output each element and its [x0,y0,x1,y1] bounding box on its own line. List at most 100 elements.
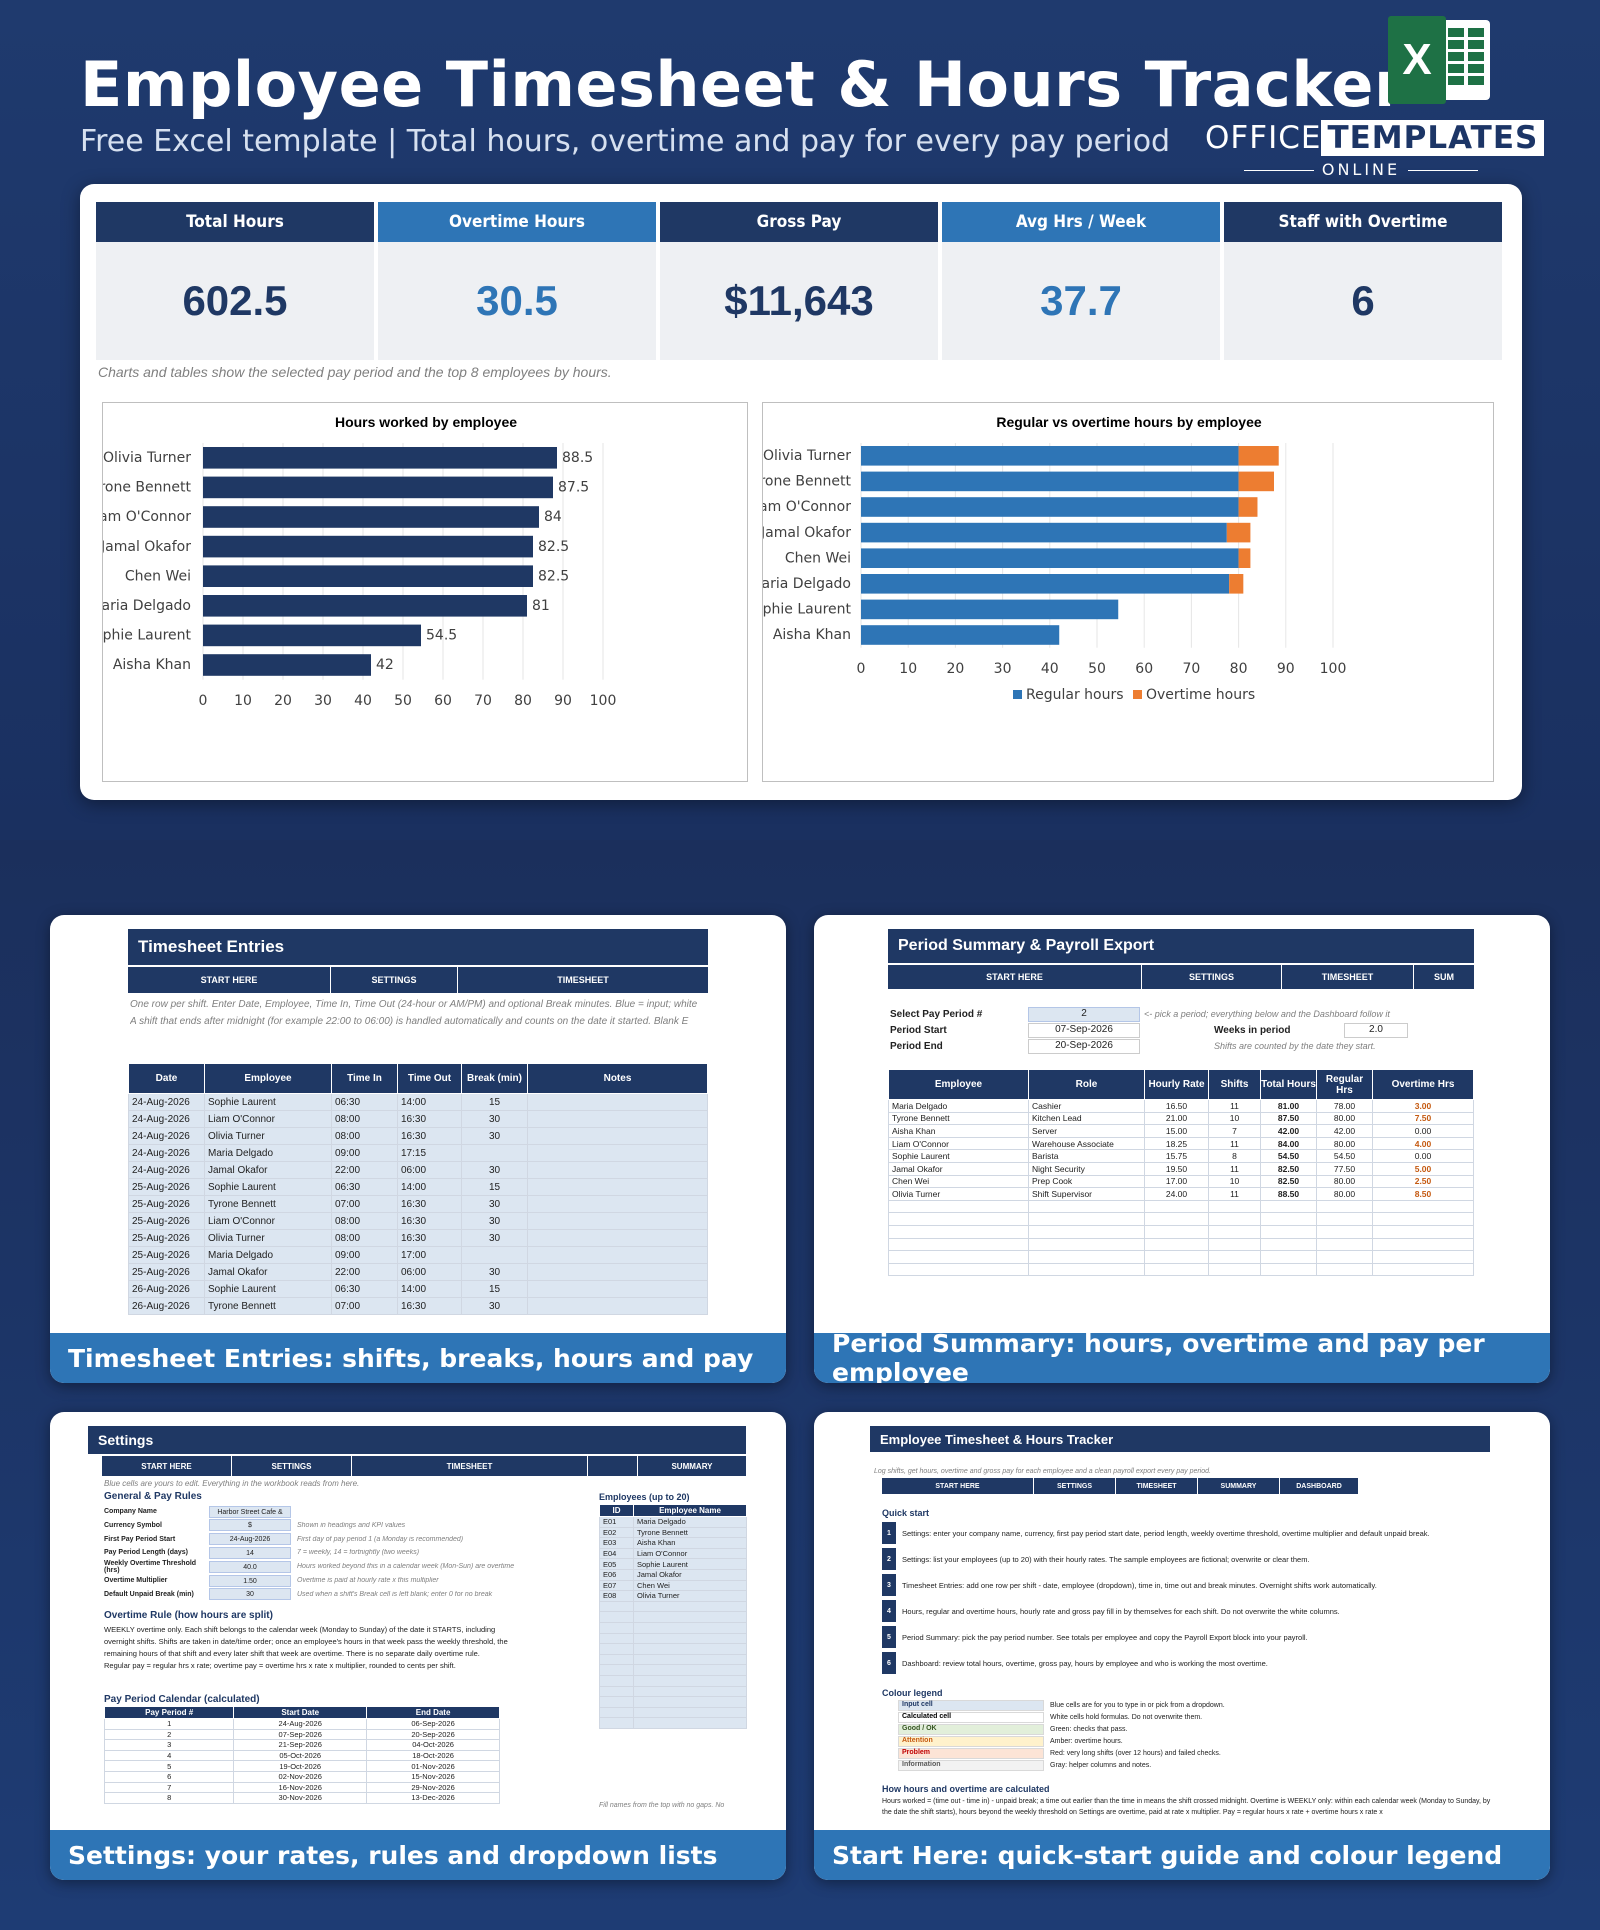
table-cell[interactable]: Tyrone Bennett [204,1195,332,1213]
table-row[interactable]: E05 Sophie Laurent [599,1558,747,1570]
table-cell[interactable]: 25-Aug-2026 [128,1229,205,1247]
bar[interactable] [203,565,533,587]
bar[interactable] [203,447,557,469]
table-cell[interactable] [633,1685,747,1698]
table-cell[interactable]: Liam O'Connor [633,1547,747,1560]
table-cell[interactable]: 08:00 [331,1212,398,1230]
col-time-out[interactable]: Time Out [397,1063,462,1094]
table-cell[interactable]: Olivia Turner [204,1127,332,1145]
table-row[interactable]: E07 Chen Wei [599,1579,747,1592]
nav-timesheet[interactable]: TIMESHEET [1116,1478,1198,1494]
table-cell[interactable]: E02 [599,1526,634,1539]
setting-input[interactable]: 24-Aug-2026 [209,1533,291,1546]
table-cell[interactable] [599,1664,634,1676]
setting-input[interactable]: 40.0 [209,1560,291,1573]
table-cell[interactable]: 25-Aug-2026 [128,1195,205,1213]
bar-regular[interactable] [861,548,1239,568]
table-cell[interactable]: E04 [599,1547,634,1560]
table-cell[interactable]: 08:00 [331,1229,398,1247]
col-time-in[interactable]: Time In [331,1063,398,1094]
table-cell[interactable] [633,1664,747,1676]
table-cell[interactable] [527,1093,708,1111]
table-cell[interactable]: 17:00 [397,1246,462,1264]
col-overtime[interactable]: Overtime Hrs [1372,1069,1474,1100]
table-row[interactable]: E02 Tyrone Bennett [599,1526,747,1539]
table-row[interactable]: E08 Olivia Turner [599,1590,747,1602]
table-row[interactable] [599,1717,747,1729]
settings-preview-card[interactable]: Settings START HERE SETTINGS TIMESHEET S… [50,1412,786,1880]
table-cell[interactable]: Sophie Laurent [204,1093,332,1111]
bar-overtime[interactable] [1238,548,1251,568]
table-cell[interactable]: Maria Delgado [204,1246,332,1264]
table-cell[interactable] [527,1263,708,1281]
table-cell[interactable]: 30 [461,1110,528,1128]
regular-overtime-chart[interactable]: Regular vs overtime hours by employee 0 10… [762,402,1494,782]
hours-chart[interactable]: Hours worked by employee 0 10 20 30 40 50 60 70 8… [102,402,748,782]
table-cell[interactable]: E05 [599,1558,634,1570]
table-cell[interactable]: Jamal Okafor [633,1568,747,1581]
table-row[interactable]: 25-Aug-2026 Olivia Turner 08:00 16:30 30 [128,1229,708,1247]
table-row[interactable]: 24-Aug-2026 Jamal Okafor 22:00 06:00 30 [128,1161,708,1179]
bar-overtime[interactable] [1226,522,1251,543]
nav-summary[interactable]: SUMMARY [671,1461,713,1471]
table-cell[interactable] [599,1643,634,1655]
table-cell[interactable] [633,1611,747,1623]
table-cell[interactable]: 30 [461,1263,528,1281]
setting-input[interactable]: 30 [209,1588,291,1601]
col-regular[interactable]: Regular Hrs [1316,1069,1373,1100]
table-row[interactable]: 25-Aug-2026 Sophie Laurent 06:30 14:00 15 [128,1178,708,1196]
table-cell[interactable]: 06:30 [331,1093,398,1111]
table-cell[interactable] [599,1611,634,1623]
bar[interactable] [203,535,533,558]
table-cell[interactable]: 15 [461,1093,528,1111]
table-cell[interactable]: Olivia Turner [633,1590,747,1602]
table-cell[interactable] [599,1632,634,1645]
nav-timesheet[interactable]: TIMESHEET [557,975,609,985]
table-row[interactable] [599,1674,747,1687]
bar-regular[interactable] [861,446,1239,466]
table-cell[interactable]: E07 [599,1579,634,1592]
bar[interactable] [203,595,527,617]
nav-start-here[interactable]: START HERE [102,1456,232,1476]
table-row[interactable] [599,1664,747,1676]
col-employee[interactable]: Employee [204,1063,332,1094]
table-row[interactable] [599,1653,747,1666]
table-cell[interactable] [599,1706,634,1719]
table-row[interactable] [599,1600,747,1613]
table-cell[interactable] [633,1674,747,1687]
col-total[interactable]: Total Hours [1260,1069,1317,1100]
table-cell[interactable]: 24-Aug-2026 [128,1144,205,1162]
table-cell[interactable]: 22:00 [331,1161,398,1179]
table-cell[interactable]: 26-Aug-2026 [128,1297,205,1315]
table-row[interactable] [599,1621,747,1634]
table-cell[interactable]: Aisha Khan [633,1537,747,1549]
table-cell[interactable] [633,1643,747,1655]
col-employee[interactable]: Employee [888,1069,1029,1100]
table-cell[interactable]: 30 [461,1212,528,1230]
table-cell[interactable] [527,1212,708,1230]
table-cell[interactable]: 15 [461,1280,528,1298]
nav-start-here[interactable]: START HERE [128,967,331,993]
table-cell[interactable] [599,1600,634,1613]
table-cell[interactable]: 08:00 [331,1127,398,1145]
table-cell[interactable]: 30 [461,1161,528,1179]
table-cell[interactable] [527,1161,708,1179]
table-cell[interactable] [527,1110,708,1128]
nav-dashboard[interactable]: DASHBOARD [1296,1482,1342,1490]
table-cell[interactable]: Sophie Laurent [204,1280,332,1298]
nav-summary[interactable]: SUM [1434,972,1454,982]
nav-start-here[interactable]: START HERE [888,965,1142,989]
table-cell[interactable]: 06:30 [331,1178,398,1196]
bar-overtime[interactable] [1229,574,1244,594]
nav-timesheet[interactable]: TIMESHEET [352,1456,588,1476]
table-cell[interactable] [599,1717,634,1729]
table-cell[interactable]: Sophie Laurent [633,1558,747,1570]
col-rate[interactable]: Hourly Rate [1144,1069,1209,1100]
table-cell[interactable] [527,1229,708,1247]
table-cell[interactable] [633,1600,747,1613]
table-cell[interactable]: E01 [599,1516,634,1528]
table-cell[interactable]: 16:30 [397,1229,462,1247]
table-cell[interactable]: 14:00 [397,1280,462,1298]
table-row[interactable] [599,1706,747,1719]
table-cell[interactable]: 25-Aug-2026 [128,1178,205,1196]
